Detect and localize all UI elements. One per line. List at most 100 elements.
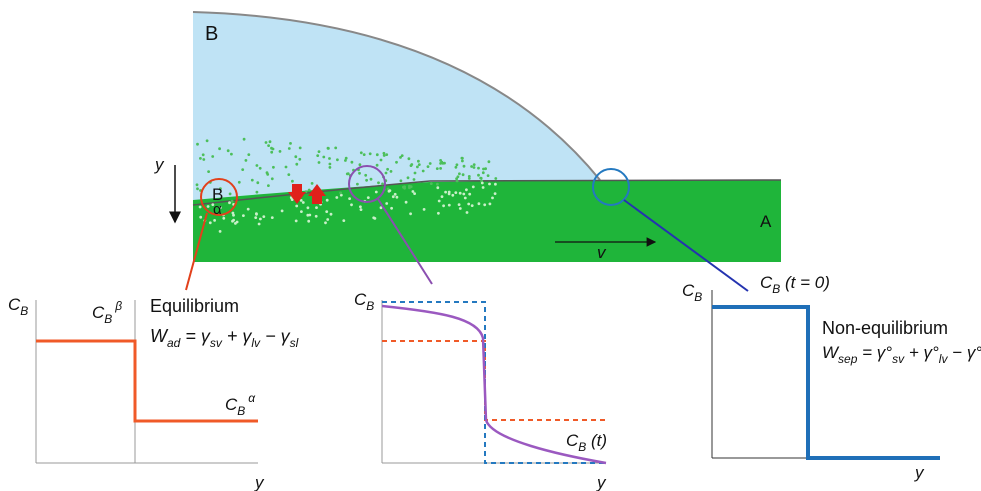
title: Non-equilibrium — [822, 318, 948, 338]
dot — [359, 163, 362, 166]
dot — [423, 208, 426, 211]
dot — [245, 159, 248, 162]
t: − γ° — [947, 343, 981, 362]
dot — [409, 212, 412, 215]
dot — [329, 166, 332, 169]
dot — [436, 167, 439, 170]
dot — [196, 183, 199, 186]
t: sl — [290, 336, 299, 350]
dot — [489, 203, 492, 206]
dot — [448, 204, 451, 207]
dot — [494, 183, 497, 186]
dot — [256, 191, 259, 194]
dot — [414, 172, 417, 175]
dot — [367, 196, 370, 199]
dot — [206, 139, 209, 142]
dot — [334, 147, 337, 150]
dot — [375, 191, 378, 194]
dot — [254, 216, 257, 219]
dot — [327, 147, 330, 150]
dot — [270, 151, 273, 154]
dot — [230, 153, 233, 156]
dot — [454, 191, 457, 194]
dot — [459, 192, 462, 195]
dot — [468, 177, 471, 180]
t: C — [760, 273, 773, 292]
alpha-label: CBα — [225, 391, 256, 418]
dot — [231, 220, 234, 223]
dot — [365, 179, 368, 182]
dot — [462, 173, 465, 176]
dot — [295, 163, 298, 166]
dot — [243, 138, 246, 141]
dot — [427, 165, 430, 168]
dot — [318, 161, 321, 164]
dot — [251, 179, 254, 182]
dot — [462, 193, 465, 196]
dot — [439, 159, 442, 162]
dot — [342, 219, 345, 222]
t: − γ — [260, 326, 291, 346]
dot — [330, 213, 333, 216]
dot — [258, 223, 261, 226]
dot — [410, 164, 413, 167]
dot — [376, 164, 379, 167]
dot — [358, 172, 361, 175]
t: sep — [838, 352, 858, 366]
dot — [291, 180, 294, 183]
dot — [299, 147, 302, 150]
dot — [394, 193, 397, 196]
t: C — [682, 281, 695, 300]
dot — [329, 163, 332, 166]
t: α — [248, 391, 256, 405]
dot — [385, 172, 388, 175]
dot — [335, 196, 338, 199]
dot — [347, 172, 350, 175]
dot — [325, 210, 328, 213]
dot — [234, 222, 237, 225]
dot — [464, 197, 467, 200]
t: ad — [167, 336, 181, 350]
dot — [228, 201, 231, 204]
dot — [295, 205, 298, 208]
dot — [199, 206, 202, 209]
dot — [403, 187, 406, 190]
t: = γ — [180, 326, 211, 346]
dot — [222, 217, 225, 220]
x-label: y — [254, 473, 265, 491]
t: B — [578, 440, 586, 454]
dot — [465, 188, 468, 191]
dot — [356, 183, 359, 186]
dot — [211, 155, 214, 158]
t: = γ° — [857, 343, 892, 362]
dot — [466, 211, 469, 214]
dot — [471, 204, 474, 207]
top-label: CB (t = 0) — [760, 273, 830, 296]
t: β — [114, 299, 122, 313]
dot — [407, 176, 410, 179]
dot — [408, 157, 411, 160]
t: C — [354, 290, 367, 309]
label: B — [205, 23, 218, 45]
t: B — [237, 404, 245, 418]
dot — [370, 178, 373, 181]
dot — [311, 182, 314, 185]
beta-label: CBβ — [92, 299, 122, 326]
dot — [306, 214, 309, 217]
dot — [461, 157, 464, 160]
dot — [438, 200, 441, 203]
dot — [392, 195, 395, 198]
dot — [456, 180, 459, 183]
dot — [300, 210, 303, 213]
dot — [322, 156, 325, 159]
dot — [360, 151, 363, 154]
dot — [307, 220, 310, 223]
dot — [295, 220, 298, 223]
dot — [405, 201, 408, 204]
y-label: CB — [8, 295, 28, 318]
dot — [326, 218, 329, 221]
dot — [272, 148, 275, 151]
t: B — [104, 312, 112, 326]
dot — [385, 153, 388, 156]
dot — [376, 153, 379, 156]
